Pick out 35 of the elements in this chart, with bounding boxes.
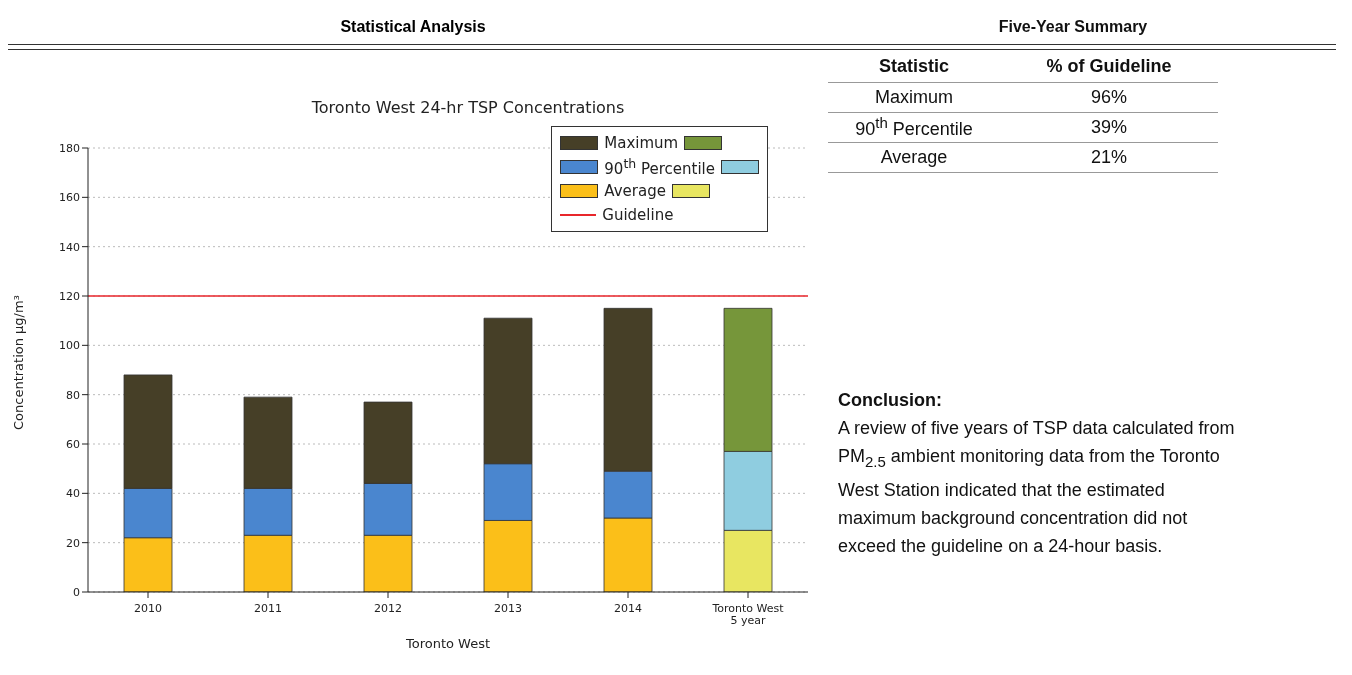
legend-label: Guideline xyxy=(602,206,674,224)
x-axis-title: Toronto West xyxy=(404,636,491,651)
text: Conclusion: xyxy=(838,390,942,410)
x-tick-label: Toronto West 5 year xyxy=(711,602,785,627)
y-tick-label: 100 xyxy=(59,339,80,353)
text: % of Guideline xyxy=(1046,56,1172,77)
legend-label: 90$^{th}$ Percentile xyxy=(604,156,715,178)
y-tick-label: 140 xyxy=(59,240,80,254)
text: Maximum xyxy=(874,86,953,107)
legend-label: Maximum xyxy=(604,134,679,152)
text: Statistic xyxy=(878,56,950,77)
text: Five-Year Summary xyxy=(998,18,1148,35)
text: 39% xyxy=(1090,116,1128,137)
text: 96% xyxy=(1090,86,1128,107)
y-tick-label: 180 xyxy=(59,141,80,155)
text: A review of five years of TSP data calculated from PM$_{2.5}$ ambient monitoring data from the Toronto West Station indicated that the estimated maximum background concentration did not exceed the guideline on a 24-hour basis. xyxy=(838,418,1235,556)
y-tick-label: 160 xyxy=(59,191,80,205)
y-tick-label: 20 xyxy=(66,536,80,550)
text: 21% xyxy=(1090,146,1128,167)
x-tick-label: 2010 xyxy=(134,602,162,615)
y-tick-label: 40 xyxy=(66,487,80,501)
y-tick-label: 0 xyxy=(73,585,80,599)
x-tick-label: 2011 xyxy=(254,602,282,615)
x-tick-label: 2012 xyxy=(374,602,402,615)
x-tick-label: 2013 xyxy=(494,602,522,615)
text: Average xyxy=(880,146,948,167)
y-tick-label: 120 xyxy=(59,289,80,303)
text: 90$^{th}$ Percentile xyxy=(855,114,973,139)
y-axis-title: Concentration µg/m³ xyxy=(10,295,26,430)
chart-title: Toronto West 24-hr TSP Concentrations xyxy=(311,98,625,117)
legend-label: Average xyxy=(604,182,666,200)
text: Statistical Analysis xyxy=(340,18,486,35)
y-tick-label: 80 xyxy=(66,388,80,402)
x-tick-label: 2014 xyxy=(614,602,642,615)
y-tick-label: 60 xyxy=(66,437,80,451)
